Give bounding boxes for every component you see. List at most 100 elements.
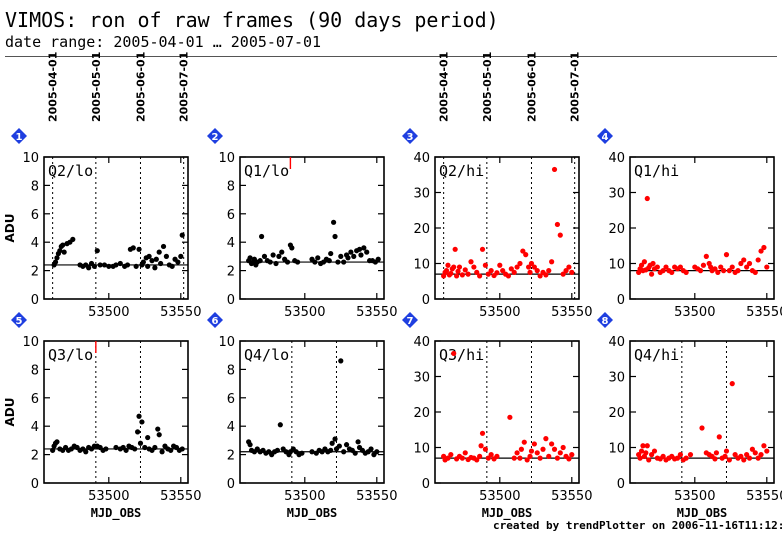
- data-point: [163, 253, 169, 259]
- data-point: [723, 448, 730, 454]
- data-point: [514, 450, 520, 456]
- y-tick-label: 10: [218, 335, 235, 350]
- panel-number-badge: 6: [207, 312, 223, 328]
- data-point: [537, 273, 543, 279]
- data-point: [744, 264, 750, 270]
- data-point: [276, 253, 282, 259]
- y-tick-label: 0: [227, 293, 235, 308]
- y-tick-label: 0: [422, 477, 430, 492]
- data-point: [52, 259, 59, 265]
- data-point: [749, 446, 756, 452]
- y-tick-label: 2: [31, 265, 39, 280]
- data-point: [352, 450, 358, 456]
- data-point: [488, 268, 494, 274]
- data-point: [528, 448, 535, 454]
- data-point: [546, 268, 552, 274]
- badge-diamond: [207, 128, 223, 144]
- data-point: [479, 430, 486, 436]
- y-tick-label: 4: [31, 236, 39, 251]
- data-point: [764, 448, 770, 454]
- data-point: [500, 268, 506, 274]
- chart-panel-4: 0 10 20 30 40 53500 53550 Q1/hi 4: [597, 128, 782, 320]
- data-point: [741, 257, 747, 263]
- data-point: [136, 246, 142, 252]
- data-point: [511, 269, 517, 275]
- data-point: [761, 244, 767, 251]
- data-point: [746, 455, 753, 461]
- y-tick-label: 8: [227, 363, 235, 378]
- y-tick-label: 0: [617, 293, 625, 308]
- y-tick-label: 10: [218, 151, 235, 166]
- data-point: [375, 256, 381, 262]
- y-tick-label: 40: [413, 335, 430, 350]
- data-point: [482, 446, 488, 452]
- badge-number: 6: [212, 316, 219, 327]
- chart-panel-3: 0 10 20 30 40 53500 53550 Q2/hi 3 2005-04-01 2005-…: [402, 52, 592, 320]
- data-point: [549, 441, 555, 447]
- panel-number-badge: 4: [597, 128, 613, 144]
- data-point: [57, 248, 63, 254]
- chart-panel-8: 0 10 20 30 40 53500 53550 Q4/hi 8 MJD_OBS: [597, 312, 782, 521]
- x-tick-label: 53500: [479, 305, 520, 320]
- badge-number: 2: [212, 132, 219, 143]
- x-axis-title: MJD_OBS: [482, 506, 533, 521]
- data-point: [497, 262, 503, 268]
- data-point: [356, 246, 363, 252]
- data-point: [755, 257, 761, 263]
- data-point: [158, 260, 164, 267]
- data-point: [140, 259, 146, 265]
- data-point: [752, 269, 758, 275]
- data-point: [101, 262, 108, 268]
- data-point: [527, 269, 533, 275]
- y-tick-label: 30: [413, 371, 430, 386]
- data-point: [703, 253, 709, 259]
- data-point: [345, 255, 351, 261]
- data-point: [124, 262, 131, 268]
- data-point: [669, 269, 675, 275]
- data-point: [715, 269, 721, 275]
- data-point: [650, 260, 656, 267]
- y-axis-title: ADU: [3, 398, 17, 427]
- data-point: [507, 414, 513, 420]
- data-point: [454, 273, 460, 279]
- data-point: [549, 259, 555, 265]
- data-point: [113, 262, 119, 268]
- data-point: [364, 249, 370, 255]
- data-point: [471, 264, 477, 270]
- data-point: [261, 253, 268, 259]
- chart-panel-1: 0 2 4 6 8 10 53500 53550 Q2/lo 1 ADU 2005-04-01 2005…: [3, 52, 201, 320]
- x-tick-label: 53500: [674, 305, 715, 320]
- data-point: [560, 271, 566, 277]
- y-tick-label: 8: [31, 363, 39, 378]
- data-point: [474, 457, 480, 463]
- data-point: [764, 264, 770, 270]
- data-point: [273, 260, 279, 267]
- data-point: [348, 249, 354, 255]
- data-point: [660, 268, 666, 274]
- badge-number: 8: [602, 316, 609, 327]
- date-tick-label: 2005-05-01: [481, 52, 494, 122]
- data-point: [445, 262, 451, 268]
- data-point: [569, 452, 575, 458]
- data-point: [259, 233, 265, 240]
- x-tick-label: 53550: [551, 305, 592, 320]
- data-point: [518, 446, 525, 452]
- data-point: [524, 457, 530, 463]
- data-point: [284, 259, 291, 265]
- date-tick-label: 2005-04-01: [47, 52, 60, 122]
- badge-number: 4: [602, 132, 609, 143]
- data-point: [741, 457, 747, 463]
- panel-label: Q1/hi: [634, 162, 679, 180]
- data-point: [335, 259, 341, 265]
- data-point: [169, 263, 175, 269]
- badge-diamond: [402, 312, 418, 328]
- chart-panel-7: 0 10 20 30 40 53500 53550 Q3/hi 7 MJD_OBS: [402, 312, 592, 521]
- data-point: [146, 253, 152, 259]
- date-tick-label: 2005-07-01: [569, 52, 582, 122]
- date-tick-label: 2005-05-01: [90, 52, 103, 122]
- data-point: [721, 268, 727, 274]
- y-tick-label: 2: [227, 265, 235, 280]
- data-point: [523, 252, 529, 258]
- data-point: [451, 350, 457, 357]
